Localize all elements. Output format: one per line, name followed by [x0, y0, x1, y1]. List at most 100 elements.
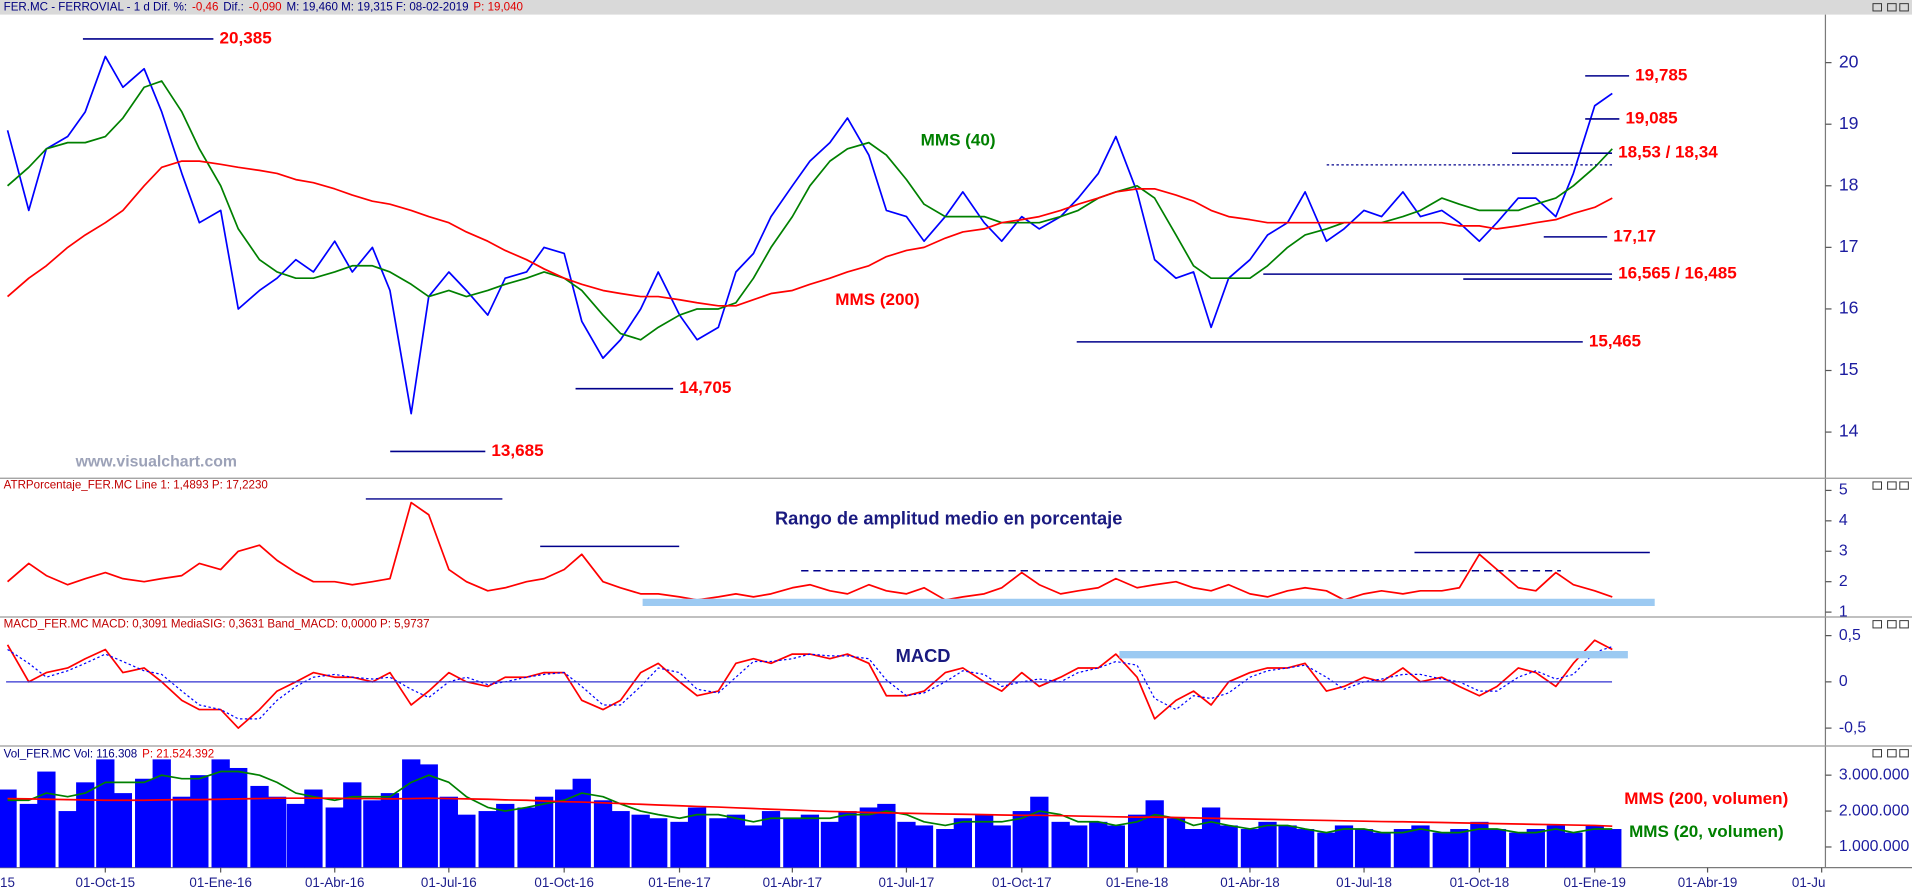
level-label: 13,685 — [491, 441, 543, 460]
watermark: www.visualchart.com — [75, 454, 237, 471]
volume-bar — [555, 789, 574, 868]
info-segment: ATRPorcentaje_FER.MC Line 1: 1,4893 P: 1… — [4, 480, 268, 492]
level-label: 16,565 / 16,485 — [1618, 264, 1737, 283]
volume-bar — [726, 814, 746, 868]
level-label: 19,785 — [1635, 65, 1687, 84]
volume-bar — [229, 767, 248, 868]
series-line — [7, 160, 1613, 307]
y-tick-label: 2 — [1839, 573, 1848, 590]
volume-bar — [820, 821, 840, 868]
volume-bar — [1012, 811, 1031, 868]
x-tick-label: 01-Abr-17 — [763, 875, 823, 890]
volume-bar — [363, 800, 382, 868]
series-label: MMS (20, volumen) — [1629, 822, 1784, 841]
y-tick-label: 2.000.000 — [1839, 802, 1910, 819]
info-segment: -0,46 — [192, 1, 218, 13]
volume-bar — [457, 814, 476, 868]
volume-bar — [897, 821, 916, 868]
series-label: MMS (200) — [835, 290, 919, 309]
volume-bar — [343, 782, 362, 868]
volume-bar — [936, 829, 955, 868]
level-label: 14,705 — [679, 378, 731, 397]
volume-bar — [593, 800, 613, 868]
y-tick-label: 18 — [1839, 174, 1859, 194]
volume-bar — [975, 814, 994, 868]
volume-bar — [649, 818, 668, 868]
level-label: 18,53 / 18,34 — [1618, 143, 1718, 162]
x-tick-label: 01-Oct-18 — [1450, 875, 1510, 890]
x-tick-label: 01-Ju — [1792, 875, 1826, 890]
volume-bar — [96, 759, 115, 868]
volume-bar — [1354, 829, 1374, 868]
x-tick-label: 01-Ene-19 — [1563, 875, 1626, 890]
volume-bar — [611, 811, 630, 868]
series-label: MMS (200, volumen) — [1624, 789, 1788, 808]
volume-bar — [37, 771, 56, 868]
volume-bar — [517, 807, 536, 868]
volume-bar — [1145, 800, 1164, 868]
volume-bar — [1089, 821, 1108, 868]
x-tick-label: 01-Ene-16 — [189, 875, 252, 890]
volume-bar — [211, 759, 230, 868]
panel-info: MACD_FER.MC MACD: 0,3091 MediaSIG: 0,363… — [4, 618, 430, 630]
y-tick-label: 14 — [1839, 421, 1859, 441]
volume-bar — [439, 796, 458, 868]
volume-bar — [325, 807, 344, 868]
x-tick-label: 01-Ene-18 — [1106, 875, 1169, 890]
volume-bar — [478, 811, 497, 868]
volume-bar — [859, 807, 878, 868]
volume-bar — [687, 807, 707, 868]
series-line — [6, 55, 1613, 415]
volume-bar — [914, 825, 934, 868]
volume-bar — [992, 825, 1011, 868]
y-tick-label: 0 — [1839, 673, 1848, 690]
series-line — [7, 797, 1613, 828]
volume-bar — [380, 793, 400, 868]
volume-bar — [783, 818, 802, 868]
volume-bar — [1603, 829, 1622, 868]
volume-bar — [1487, 829, 1507, 868]
volume-bar — [1393, 829, 1413, 868]
volume-bar — [1030, 796, 1049, 868]
volume-bar — [1450, 829, 1469, 868]
y-tick-label: 17 — [1839, 236, 1859, 256]
volume-bar — [670, 821, 689, 868]
y-tick-label: 1 — [1839, 603, 1848, 620]
volume-bar — [761, 811, 781, 868]
volume-bar — [838, 811, 857, 868]
panel-info: ATRPorcentaje_FER.MC Line 1: 1,4893 P: 1… — [4, 480, 268, 492]
volume-bar — [1051, 821, 1070, 868]
volume-bar — [135, 778, 154, 868]
volume-bar — [1240, 829, 1260, 868]
volume-bar — [1127, 814, 1147, 868]
volume-bar — [1526, 829, 1545, 868]
info-segment: P: 19,040 — [473, 1, 523, 13]
volume-bar — [1509, 832, 1528, 868]
volume-bar — [1334, 825, 1354, 868]
volume-bar — [709, 818, 728, 868]
info-segment: -0,090 — [249, 1, 282, 13]
volume-bar — [419, 764, 438, 868]
volume-bar — [534, 796, 554, 868]
volume-bar — [113, 793, 133, 868]
volume-bar — [1166, 818, 1186, 868]
volume-bar — [877, 803, 896, 868]
volume-bar — [1258, 821, 1277, 868]
x-tick-label: 01-Oct-16 — [534, 875, 594, 890]
info-segment: P: 21.524.392 — [142, 749, 214, 761]
x-tick-label: 01-Ene-17 — [648, 875, 711, 890]
volume-bar — [1585, 825, 1604, 868]
y-tick-label: 5 — [1839, 482, 1848, 499]
volume-bar — [572, 778, 591, 868]
volume-bar — [631, 814, 650, 868]
volume-bar — [0, 789, 17, 868]
x-tick-label: 01-Jul-16 — [421, 875, 477, 890]
info-segment: M: 19,460 M: 19,315 F: 08-02-2019 — [286, 1, 468, 13]
volume-bar — [953, 818, 973, 868]
volume-bar — [58, 811, 77, 868]
y-tick-label: 16 — [1839, 298, 1859, 318]
series-line — [7, 770, 1613, 834]
level-label: 15,465 — [1589, 331, 1641, 350]
